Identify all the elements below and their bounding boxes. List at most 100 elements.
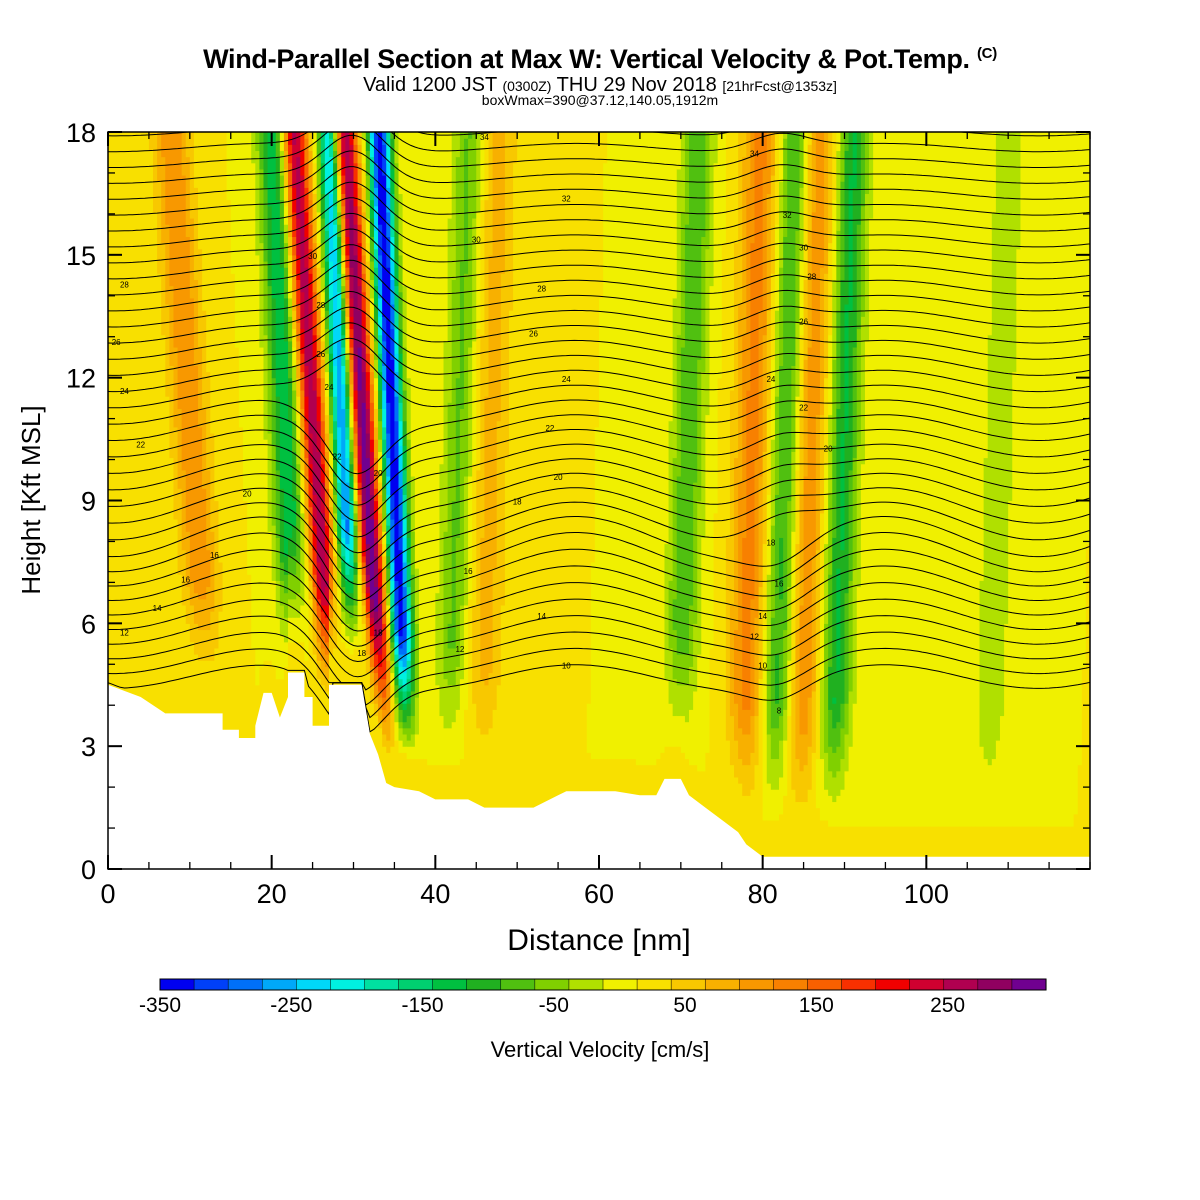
w-cell [349, 199, 355, 268]
w-cell [729, 764, 735, 869]
w-cell [382, 174, 387, 317]
w-cell [848, 469, 854, 581]
w-cell [373, 697, 379, 704]
w-cell [275, 580, 281, 618]
w-cell [320, 402, 326, 422]
w-cell [283, 187, 289, 207]
w-cell [885, 132, 891, 827]
w-cell [766, 310, 772, 409]
w-cell [263, 260, 269, 336]
w-cell [803, 801, 809, 869]
w-cell [1044, 826, 1050, 869]
w-cell [447, 647, 453, 686]
w-cell [549, 132, 555, 869]
w-cell [1081, 666, 1087, 869]
w-cell [414, 697, 420, 735]
w-cell [738, 482, 743, 729]
w-cell [320, 623, 326, 637]
theta-contour [108, 244, 1090, 296]
w-cell [468, 598, 473, 869]
w-cell [308, 463, 314, 483]
w-cell [316, 291, 322, 311]
w-cell [300, 389, 305, 409]
w-cell [742, 709, 747, 735]
w-cell [292, 617, 297, 643]
w-cell [779, 537, 784, 600]
w-cell [803, 132, 809, 201]
w-cell [300, 408, 305, 428]
w-cell [382, 543, 387, 557]
w-cell [832, 132, 837, 201]
w-cell [824, 463, 829, 545]
w-cell [337, 457, 342, 483]
w-cell [664, 132, 670, 545]
w-cell [349, 500, 355, 520]
w-cell [345, 561, 351, 575]
w-cell [390, 611, 396, 624]
w-cell [173, 346, 179, 428]
w-cell [288, 617, 293, 643]
w-cell [283, 132, 289, 152]
w-cell [357, 506, 363, 520]
w-cell [382, 598, 387, 612]
w-cell [378, 224, 383, 256]
w-cell [328, 617, 334, 637]
w-cell [398, 703, 404, 710]
w-cell [386, 555, 391, 569]
w-cell [378, 586, 383, 606]
w-cell [304, 162, 310, 188]
w-cell [361, 574, 367, 581]
w-cell [439, 132, 445, 465]
w-cell [189, 604, 195, 643]
w-cell [701, 537, 706, 772]
w-cell [451, 647, 457, 686]
w-cell [844, 592, 850, 704]
w-cell [328, 353, 334, 373]
w-cell [365, 389, 371, 409]
w-cell [275, 617, 281, 680]
w-cell [795, 801, 801, 869]
w-cell [734, 703, 739, 741]
w-cell [369, 402, 375, 422]
w-cell [676, 715, 682, 747]
w-cell [746, 132, 751, 188]
w-cell [770, 758, 776, 790]
w-cell [373, 518, 379, 538]
w-cell [316, 586, 322, 600]
theta-label: 20 [243, 489, 252, 498]
w-cell [799, 260, 805, 336]
w-cell [296, 156, 301, 219]
w-cell [869, 826, 874, 869]
w-cell [373, 684, 379, 698]
w-cell [304, 518, 310, 538]
w-cell [312, 242, 318, 268]
w-cell [365, 629, 371, 643]
w-cell [1004, 132, 1009, 624]
w-cell [807, 746, 813, 790]
w-cell [353, 408, 359, 422]
w-cell [312, 291, 318, 311]
x-tick-label: 20 [257, 879, 287, 909]
w-cell [345, 383, 351, 397]
w-cell [365, 371, 371, 391]
w-cell [680, 346, 686, 655]
w-cell [349, 518, 355, 551]
w-cell [320, 611, 326, 624]
w-cell [537, 132, 543, 869]
w-cell [296, 561, 301, 594]
w-cell [676, 132, 682, 170]
w-cell [255, 150, 260, 256]
theta-label: 26 [529, 330, 538, 339]
w-cell [836, 770, 842, 796]
valid-utc: (0300Z) [502, 78, 552, 94]
w-cell [324, 549, 330, 581]
w-cell [189, 217, 195, 299]
w-cell [402, 727, 408, 735]
theta-contour [108, 428, 1090, 506]
w-cell [758, 310, 764, 477]
w-cell [288, 340, 293, 379]
w-cell [447, 623, 453, 649]
w-cell [283, 242, 289, 268]
w-cell [292, 555, 297, 575]
w-cell [586, 703, 592, 753]
